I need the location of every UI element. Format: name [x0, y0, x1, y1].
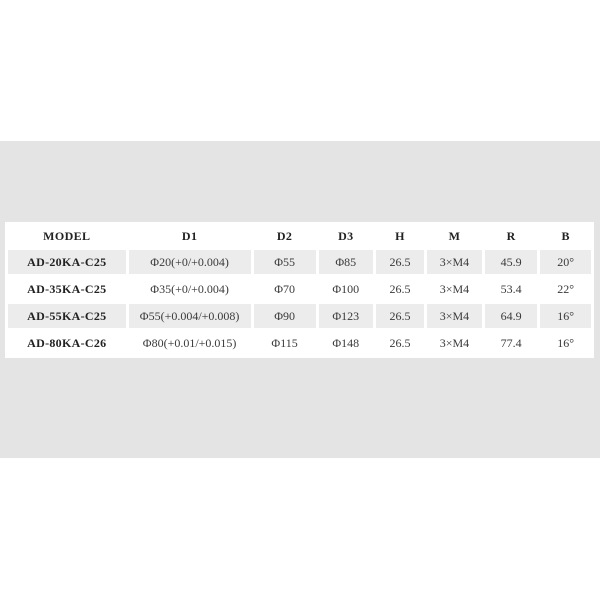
cell-d2: Φ115: [253, 331, 316, 355]
table-row: AD-35KA-C25 Φ35(+0/+0.004) Φ70 Φ100 26.5…: [8, 277, 591, 301]
cell-d2: Φ55: [253, 250, 316, 274]
cell-model: AD-35KA-C25: [8, 277, 126, 301]
column-header-h: H: [376, 225, 424, 247]
cell-d3: Φ85: [318, 250, 374, 274]
cell-m: 3×M4: [426, 250, 482, 274]
cell-d2: Φ70: [253, 277, 316, 301]
cell-model: AD-55KA-C25: [8, 304, 126, 328]
cell-m: 3×M4: [426, 331, 482, 355]
table-row: AD-80KA-C26 Φ80(+0.01/+0.015) Φ115 Φ148 …: [8, 331, 591, 355]
cell-model: AD-80KA-C26: [8, 331, 126, 355]
cell-d3: Φ148: [318, 331, 374, 355]
cell-b: 16°: [540, 331, 591, 355]
table-row: AD-20KA-C25 Φ20(+0/+0.004) Φ55 Φ85 26.5 …: [8, 250, 591, 274]
cell-m: 3×M4: [426, 304, 482, 328]
spec-section-panel: MODEL D1 D2 D3 H M R B AD-20KA-C25 Φ20(+…: [0, 141, 600, 458]
spec-table: MODEL D1 D2 D3 H M R B AD-20KA-C25 Φ20(+…: [5, 222, 594, 358]
cell-r: 53.4: [485, 277, 538, 301]
table-row: AD-55KA-C25 Φ55(+0.004/+0.008) Φ90 Φ123 …: [8, 304, 591, 328]
column-header-m: M: [426, 225, 482, 247]
table-header-row: MODEL D1 D2 D3 H M R B: [8, 225, 591, 247]
column-header-d2: D2: [253, 225, 316, 247]
column-header-d1: D1: [128, 225, 251, 247]
cell-h: 26.5: [376, 331, 424, 355]
cell-b: 22°: [540, 277, 591, 301]
cell-d1: Φ55(+0.004/+0.008): [128, 304, 251, 328]
cell-b: 20°: [540, 250, 591, 274]
cell-d3: Φ123: [318, 304, 374, 328]
cell-model: AD-20KA-C25: [8, 250, 126, 274]
column-header-d3: D3: [318, 225, 374, 247]
cell-r: 45.9: [485, 250, 538, 274]
cell-d2: Φ90: [253, 304, 316, 328]
cell-d1: Φ20(+0/+0.004): [128, 250, 251, 274]
column-header-r: R: [485, 225, 538, 247]
cell-d1: Φ80(+0.01/+0.015): [128, 331, 251, 355]
cell-d3: Φ100: [318, 277, 374, 301]
cell-h: 26.5: [376, 250, 424, 274]
cell-r: 77.4: [485, 331, 538, 355]
cell-b: 16°: [540, 304, 591, 328]
column-header-model: MODEL: [8, 225, 126, 247]
cell-h: 26.5: [376, 304, 424, 328]
column-header-b: B: [540, 225, 591, 247]
cell-d1: Φ35(+0/+0.004): [128, 277, 251, 301]
cell-r: 64.9: [485, 304, 538, 328]
cell-h: 26.5: [376, 277, 424, 301]
cell-m: 3×M4: [426, 277, 482, 301]
